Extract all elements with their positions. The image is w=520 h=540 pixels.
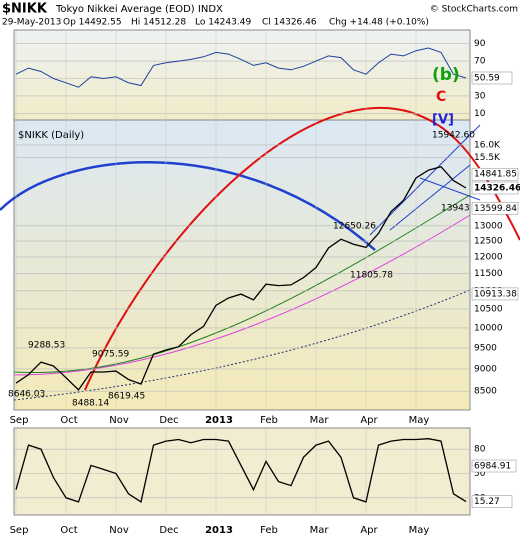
quote-low: Lo 14243.49 [195,18,251,28]
y-tick-label: 90 [474,39,486,49]
value-tag [471,167,519,181]
quote-change: Chg +14.48 (+0.10%) [329,18,429,28]
x-tick-label: Feb [260,415,278,426]
annotation: 15942.60 [432,131,475,141]
y-tick-label: 80 [474,445,486,455]
x-tick-label: Oct [60,525,77,536]
stoch-annotation: 6984.91 [474,462,511,472]
quote-high: Hi 14512.28 [131,18,186,28]
quote-date: 29-May-2013 [2,18,61,28]
value-tag [471,495,513,508]
y-tick-label: 12000 [474,252,503,262]
annotation: C [436,89,446,105]
y-tick-label: 11500 [474,269,503,279]
annotation: 8646.03 [8,390,45,400]
chart-subtitle: Tokyo Nikkei Average (EOD) INDX [55,4,223,15]
channel-line [389,164,471,231]
value-tag [471,459,517,473]
price-panel [13,119,471,411]
y-tick-label: 30 [474,91,486,101]
rsi-panel [13,29,471,121]
x-tick-label: May [409,525,430,536]
annotation: 12650.26 [333,222,376,232]
x-tick-label: Nov [109,525,129,536]
last-value: 14326.46 [474,183,520,193]
x-tick-label: 2013 [205,415,233,426]
stoch-line [15,438,467,503]
red-arc [84,106,520,391]
y-tick-label: 13000 [474,221,503,231]
annotation: (b) [432,65,460,85]
value-tag [471,202,519,215]
y-tick-label: 9000 [474,364,497,374]
x-tick-label: Dec [159,415,178,426]
y-tick-label: 9500 [474,343,497,353]
last-value: 14841.85 [474,170,517,180]
annotation: 11805.78 [350,271,393,281]
y-tick-label: 10500 [474,304,503,314]
ma-line [13,214,471,376]
x-tick-label: Nov [109,415,129,426]
y-tick-label: 10000 [474,323,503,333]
stoch-panel [13,427,471,516]
x-tick-label: Feb [260,525,278,536]
last-value: 50.59 [474,73,500,83]
x-tick-label: May [409,415,430,426]
y-tick-label: 10 [474,109,486,119]
x-tick-label: Mar [310,415,330,426]
last-value: 10913.38 [474,289,517,299]
y-tick-label: 8500 [474,387,497,397]
last-value: 15.27 [474,497,500,507]
y-tick-label: 12500 [474,237,503,247]
y-tick-label: 15.5K [474,153,501,163]
annotation: 8488.14 [72,399,109,409]
last-value: 13599.84 [474,204,517,214]
chart-title: $NIKK [2,2,48,17]
y-tick-label: 50 [474,469,486,479]
x-tick-label: Apr [360,415,378,426]
x-tick-label: 2013 [205,525,233,536]
annotation: 13943 [441,204,470,214]
annotation: 9075.59 [92,350,129,360]
x-tick-label: Dec [159,525,178,536]
x-tick-label: Apr [360,525,378,536]
source: © StockCharts.com [430,5,518,15]
y-tick-label: 70 [474,57,486,67]
x-tick-label: Oct [60,415,77,426]
quote-open: Op 14492.55 [63,18,122,28]
channel-line [419,177,481,201]
panel-label: $NIKK (Daily) [18,130,84,141]
ma-line [13,289,471,401]
ma-line [13,194,471,374]
x-tick-label: Sep [10,525,29,536]
blue-arc [0,161,376,251]
annotation: 8619.45 [108,392,145,402]
y-tick-label: 16.0K [474,140,501,150]
annotation: 9288.53 [28,341,65,351]
annotation: [V] [432,113,454,128]
x-tick-label: Sep [10,415,29,426]
quote-close: Cl 14326.46 [262,18,317,28]
rsi-line [15,47,467,88]
value-tag [471,181,519,195]
value-tag [471,287,519,301]
value-tag [471,71,513,85]
price-line [15,165,467,391]
x-tick-label: Mar [310,525,330,536]
